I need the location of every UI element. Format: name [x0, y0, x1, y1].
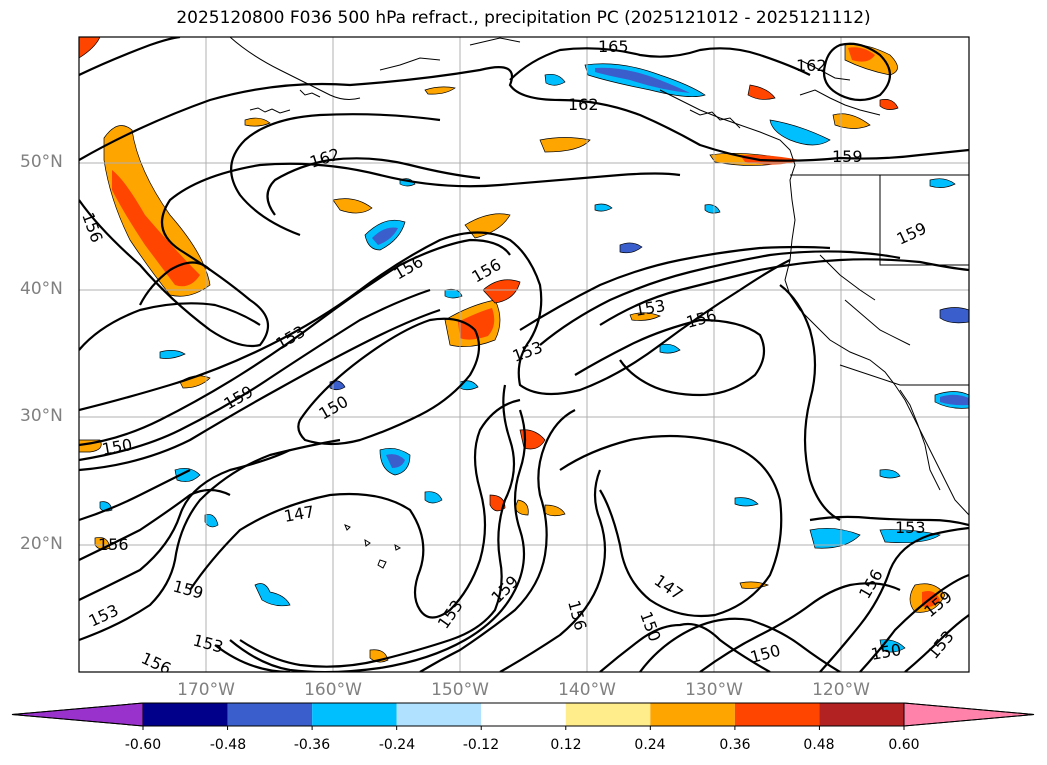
colorbar [11, 702, 1035, 730]
colorbar-segment [312, 703, 397, 726]
refractivity-contours [79, 37, 969, 672]
colorbar-tick: -0.24 [378, 737, 416, 753]
lat-label-50n: 50°N [20, 152, 63, 172]
lat-label-40n: 40°N [20, 279, 63, 299]
colorbar-tick: -0.36 [293, 737, 331, 753]
colorbar-segment [650, 703, 735, 726]
colorbar-tick: -0.60 [124, 737, 162, 753]
contour-label: 165 [598, 37, 629, 56]
contour-label: 162 [568, 95, 599, 114]
lon-label-130w: 130°W [685, 680, 743, 700]
lon-label-120w: 120°W [812, 680, 870, 700]
colorbar-segment [734, 703, 820, 726]
colorbar-extend-high [903, 702, 1035, 727]
contour-label: 162 [796, 56, 827, 75]
colorbar-tick: 0.24 [634, 737, 666, 753]
colorbar-tick: 0.12 [550, 737, 582, 753]
lon-label-160w: 160°W [304, 680, 362, 700]
colorbar-segment [565, 703, 651, 726]
contour-label: 153 [895, 518, 926, 537]
lat-label-20n: 20°N [20, 534, 63, 554]
contour-label: 159 [832, 147, 863, 166]
map-frame [78, 36, 970, 673]
colorbar-tick: -0.12 [462, 737, 500, 753]
colorbar-segment [143, 703, 228, 726]
colorbar-segment [481, 703, 566, 726]
lon-label-140w: 140°W [558, 680, 616, 700]
map-title: 2025120800 F036 500 hPa refract., precip… [176, 8, 871, 28]
colorbar-extend-low [11, 702, 144, 727]
lat-label-30n: 30°N [20, 406, 63, 426]
colorbar-tick: 0.48 [803, 737, 835, 753]
lon-label-150w: 150°W [431, 680, 489, 700]
contour-label: 156 [98, 535, 129, 554]
colorbar-tick: 0.60 [888, 737, 920, 753]
colorbar-tick: 0.36 [719, 737, 751, 753]
colorbar-segment [396, 703, 482, 726]
colorbar-tick: -0.48 [209, 737, 247, 753]
colorbar-segment [227, 703, 313, 726]
lon-label-170w: 170°W [177, 680, 235, 700]
colorbar-segment [819, 703, 904, 726]
coastlines [229, 37, 969, 569]
